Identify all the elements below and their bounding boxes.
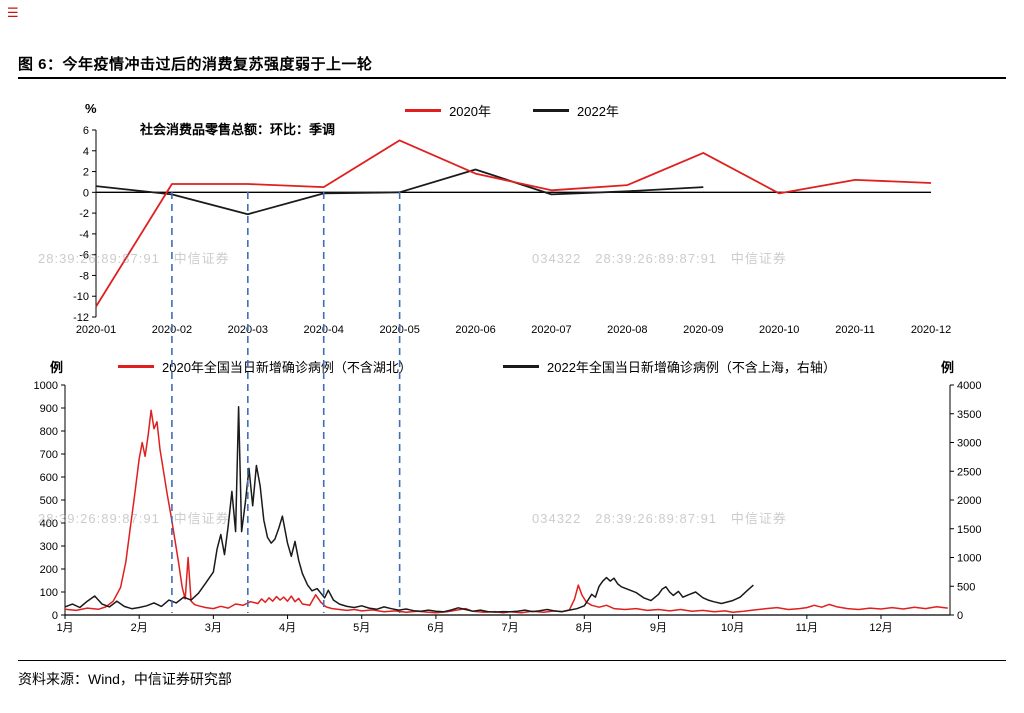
footer-divider [18,660,1006,661]
svg-text:600: 600 [40,472,58,484]
svg-text:-2: -2 [79,208,89,220]
svg-text:2020-01: 2020-01 [76,324,116,336]
svg-text:2020-07: 2020-07 [531,324,571,336]
top-chart-legend: 2020年 2022年 [0,101,1024,120]
svg-text:12月: 12月 [869,622,892,634]
svg-text:-12: -12 [73,312,89,324]
covid-cases-chart: 0 100 200 300 400 500 600 700 800 900 1000 0 500 1000… [34,380,982,634]
svg-text:2000: 2000 [957,495,981,507]
top-chart-y-unit: % [85,101,97,116]
svg-text:2500: 2500 [957,466,981,478]
svg-text:1000: 1000 [957,553,981,565]
legend-line-cases-2022-icon [503,365,539,368]
svg-text:-10: -10 [73,291,89,303]
svg-text:500: 500 [40,495,58,507]
svg-text:0: 0 [83,187,89,199]
svg-text:2020-06: 2020-06 [455,324,495,336]
svg-text:2020-03: 2020-03 [228,324,268,336]
menu-icon: ☰ [7,5,19,20]
watermark: 034322 28:39:26:89:87:91 中信证券 [532,511,787,526]
legend-label-2020: 2020年 [449,104,491,119]
svg-text:6月: 6月 [427,622,444,634]
legend-label-cases-2020: 2020年全国当日新增确诊病例（不含湖北） [162,360,412,375]
svg-text:4000: 4000 [957,380,981,392]
svg-text:3月: 3月 [205,622,222,634]
svg-text:8月: 8月 [576,622,593,634]
left-unit-label: 例 [50,360,64,375]
watermark: 28:39:26:89:87:91 中信证券 [38,251,230,266]
svg-text:4月: 4月 [279,622,296,634]
svg-text:9月: 9月 [650,622,667,634]
svg-text:2020-11: 2020-11 [835,324,875,336]
svg-text:-8: -8 [79,270,89,282]
svg-text:-6: -6 [79,250,89,262]
source-note: 资料来源：Wind，中信证券研究部 [18,671,232,687]
right-unit-label: 例 [941,360,955,375]
svg-text:400: 400 [40,518,58,530]
svg-text:100: 100 [40,587,58,599]
svg-text:3500: 3500 [957,409,981,421]
watermark: 28:39:26:89:87:91 中信证券 [38,511,230,526]
title-divider [18,77,1006,79]
svg-text:11月: 11月 [796,622,818,634]
svg-text:900: 900 [40,403,58,415]
legend-line-2020-icon [405,109,442,112]
legend-label-cases-2022: 2022年全国当日新增确诊病例（不含上海，右轴） [547,360,836,375]
figure-title: 图 6：今年疫情冲击过后的消费复苏强度弱于上一轮 [18,56,373,73]
svg-text:4: 4 [83,146,89,158]
svg-text:3000: 3000 [957,438,981,450]
svg-text:0: 0 [52,610,58,622]
legend-item-cases-2022: 2022年全国当日新增确诊病例（不含上海，右轴） [503,357,836,376]
svg-text:800: 800 [40,426,58,438]
legend-line-2022-icon [533,109,569,112]
svg-text:-4: -4 [79,229,89,241]
svg-text:300: 300 [40,541,58,553]
svg-text:2020-05: 2020-05 [379,324,419,336]
svg-text:2020-09: 2020-09 [683,324,723,336]
bottom-chart-left-unit: 例 [50,357,63,376]
bottom-chart-right-unit: 例 [941,357,954,376]
svg-text:700: 700 [40,449,58,461]
svg-text:6: 6 [83,125,89,137]
svg-text:2020-08: 2020-08 [607,324,647,336]
svg-text:5月: 5月 [353,622,370,634]
svg-text:1月: 1月 [56,622,73,634]
svg-text:2020-04: 2020-04 [304,324,344,336]
svg-text:1500: 1500 [957,524,981,536]
svg-text:0: 0 [957,610,963,622]
legend-item-2022: 2022年 [533,101,619,120]
legend-label-2022: 2022年 [577,104,619,119]
svg-text:2020-02: 2020-02 [152,324,192,336]
svg-text:2020-12: 2020-12 [911,324,951,336]
legend-item-2020: 2020年 [405,101,491,120]
svg-text:500: 500 [957,581,975,593]
svg-text:2: 2 [83,167,89,179]
svg-text:7月: 7月 [502,622,519,634]
top-chart-series-title: 社会消费品零售总额：环比：季调 [140,122,336,137]
legend-item-cases-2020: 2020年全国当日新增确诊病例（不含湖北） [118,357,412,376]
svg-text:1000: 1000 [34,380,58,392]
svg-text:2020-10: 2020-10 [759,324,799,336]
legend-line-cases-2020-icon [118,365,154,368]
svg-text:10月: 10月 [721,622,744,634]
svg-text:2月: 2月 [131,622,148,634]
svg-text:200: 200 [40,564,58,576]
watermark: 034322 28:39:26:89:87:91 中信证券 [532,251,787,266]
